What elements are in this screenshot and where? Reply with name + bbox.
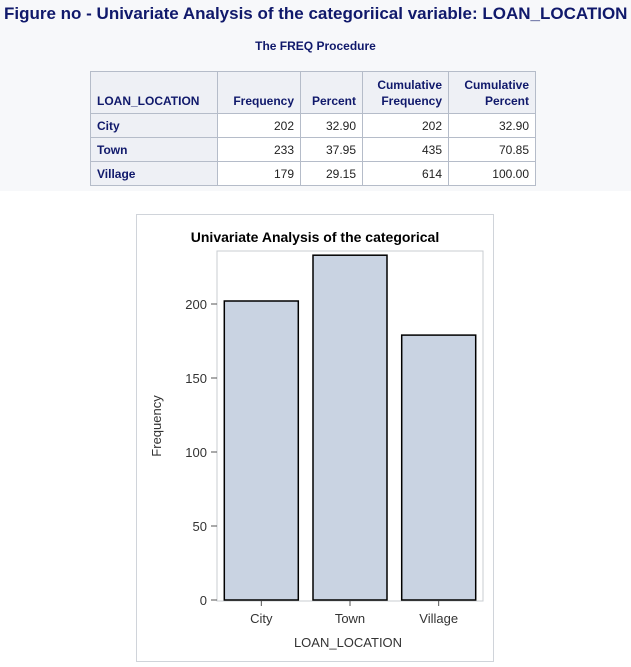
frequency-table: LOAN_LOCATION Frequency Percent Cumulati… [90, 71, 536, 186]
x-tick-label: Village [419, 611, 458, 626]
y-tick-label: 50 [193, 519, 207, 534]
x-axis: City Town Village [250, 601, 458, 626]
cumulative-frequency-cell: 435 [362, 137, 449, 162]
percent-cell: 37.95 [300, 137, 363, 162]
frequency-cell: 233 [217, 137, 301, 162]
column-header-line1: Cumulative [377, 78, 442, 92]
cumulative-percent-cell: 70.85 [448, 137, 536, 162]
y-axis: 0 50 100 150 200 [185, 297, 217, 608]
table-row: City 202 32.90 202 32.90 [90, 113, 536, 138]
bar-city [223, 300, 300, 601]
table-row: Village 179 29.15 614 100.00 [90, 161, 536, 186]
y-tick-label: 0 [200, 593, 207, 608]
column-header-line2: LOAN_LOCATION [97, 94, 200, 108]
column-header: LOAN_LOCATION [90, 71, 218, 114]
x-axis-label: LOAN_LOCATION [294, 635, 402, 650]
y-axis-label: Frequency [149, 395, 164, 457]
frequency-cell: 202 [217, 113, 301, 138]
bars-group [223, 254, 477, 601]
table-header-row: LOAN_LOCATION Frequency Percent Cumulati… [90, 71, 536, 114]
column-header: Cumulative Percent [448, 71, 536, 114]
bar-village [400, 334, 477, 601]
row-label: Village [90, 161, 218, 186]
cumulative-percent-cell: 32.90 [448, 113, 536, 138]
column-header-line2: Frequency [381, 94, 442, 108]
cumulative-percent-cell: 100.00 [448, 161, 536, 186]
x-tick-label: Town [335, 611, 365, 626]
y-tick-label: 150 [185, 371, 207, 386]
column-header: Frequency [217, 71, 301, 114]
column-header: Cumulative Frequency [362, 71, 449, 114]
bar-chart: Univariate Analysis of the categorical 0… [149, 229, 484, 650]
column-header: Percent [300, 71, 363, 114]
column-header-line1: Cumulative [464, 78, 529, 92]
percent-cell: 32.90 [300, 113, 363, 138]
cumulative-frequency-cell: 202 [362, 113, 449, 138]
y-tick-label: 200 [185, 297, 207, 312]
bar-town [312, 254, 388, 601]
row-label: Town [90, 137, 218, 162]
column-header-line2: Percent [484, 94, 529, 108]
percent-cell: 29.15 [300, 161, 363, 186]
y-tick-label: 100 [185, 445, 207, 460]
column-header-line2: Frequency [233, 94, 294, 108]
column-header-line2: Percent [311, 94, 356, 108]
frequency-cell: 179 [217, 161, 301, 186]
chart-title: Univariate Analysis of the categorical [191, 229, 439, 245]
procedure-title: The FREQ Procedure [255, 39, 376, 53]
row-label: City [90, 113, 218, 138]
x-tick-label: City [250, 611, 273, 626]
cumulative-frequency-cell: 614 [362, 161, 449, 186]
chart-frame: Univariate Analysis of the categorical 0… [136, 214, 494, 662]
table-row: Town 233 37.95 435 70.85 [90, 137, 536, 162]
figure-title: Figure no - Univariate Analysis of the c… [4, 4, 628, 23]
